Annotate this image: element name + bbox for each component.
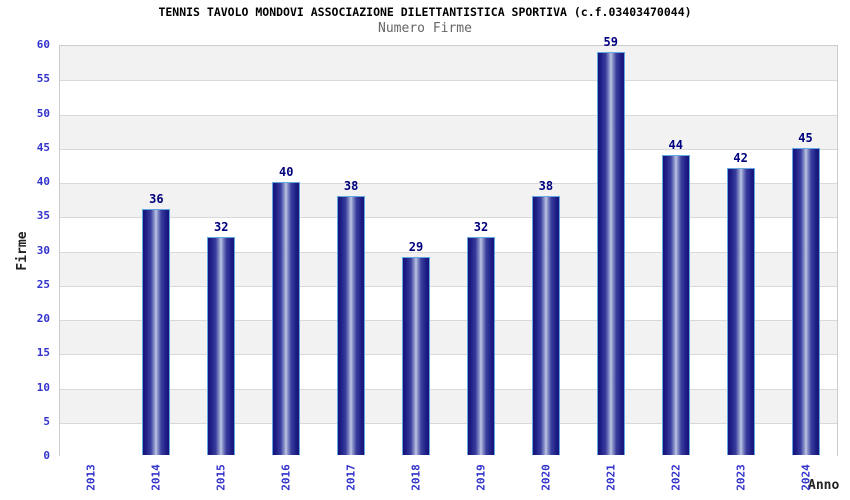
bar-2024: [791, 147, 820, 455]
x-tick-label: 2016: [279, 464, 293, 491]
bar-value-label: 42: [733, 151, 748, 166]
plot-band: [60, 251, 837, 286]
y-tick-label: 30: [36, 243, 50, 257]
x-tick-label: 2020: [539, 464, 553, 491]
gridline: [60, 183, 837, 184]
bar-2014: [142, 209, 171, 455]
gridline: [60, 217, 837, 219]
bar-value-label: 32: [214, 219, 229, 234]
bar-2018: [402, 257, 431, 455]
plot-band: [60, 388, 837, 423]
y-tick-label: 25: [36, 277, 50, 291]
plot-band: [60, 354, 837, 389]
x-tick-label: 2019: [474, 464, 488, 491]
bar-2021: [596, 51, 625, 455]
y-tick-label: 5: [43, 414, 50, 428]
x-tick-label: 2014: [149, 464, 163, 491]
gridline: [60, 148, 837, 150]
gridline: [60, 251, 837, 253]
bar-2020: [531, 195, 560, 455]
bar-value-label: 36: [149, 192, 164, 207]
plot-band: [60, 422, 837, 457]
y-tick-label: 40: [36, 175, 50, 188]
bar-value-label: 59: [603, 34, 618, 49]
y-tick-label: 10: [36, 380, 50, 394]
y-tick-label: 0: [43, 449, 50, 462]
bar-value-label: 38: [538, 178, 554, 193]
y-tick-label: 50: [36, 106, 50, 120]
y-tick-label: 60: [36, 38, 50, 51]
bar-value-label: 32: [473, 219, 489, 234]
gridline: [60, 354, 837, 356]
plot-band: [60, 46, 837, 81]
bar-value-label: 29: [408, 240, 424, 255]
gridline: [60, 422, 837, 424]
y-tick-label: 35: [36, 209, 50, 223]
x-tick-label: 2013: [84, 464, 98, 491]
x-tick-label: 2022: [669, 464, 683, 491]
y-tick-label: 15: [36, 346, 50, 360]
chart-subtitle: Numero Firme: [378, 21, 472, 36]
bar-2015: [207, 236, 236, 455]
bar-value-label: 38: [343, 178, 359, 193]
gridline: [60, 80, 837, 82]
plot-band: [60, 285, 837, 320]
bar-2017: [337, 195, 366, 455]
gridline: [60, 320, 837, 321]
x-tick-label: 2023: [734, 464, 748, 491]
y-tick-label: 20: [36, 312, 50, 325]
bar-2016: [272, 182, 301, 455]
x-tick-label: 2021: [604, 464, 618, 491]
chart-title: TENNIS TAVOLO MONDOVI ASSOCIAZIONE DILET…: [158, 5, 692, 19]
y-tick-label: 55: [36, 72, 50, 86]
plot-band: [60, 114, 837, 149]
plot-band: [60, 80, 837, 115]
x-tick-label: 2017: [344, 464, 358, 491]
plot-band: [60, 320, 837, 355]
y-tick-label: 45: [36, 140, 50, 154]
gridline: [60, 388, 837, 390]
x-tick-label: 2018: [409, 464, 423, 491]
plot-band: [60, 183, 837, 218]
plot-band: [60, 217, 837, 252]
plot-band: [60, 148, 837, 183]
gridline: [60, 285, 837, 287]
x-tick-label: 2024: [799, 464, 813, 491]
gridline: [60, 114, 837, 116]
bar-value-label: 44: [668, 137, 683, 152]
plot-area: [59, 45, 838, 457]
bar-value-label: 45: [798, 130, 813, 145]
x-axis-title: Anno: [808, 478, 840, 493]
x-tick-label: 2015: [214, 464, 228, 491]
bar-2022: [661, 154, 690, 455]
bar-value-label: 40: [278, 165, 294, 179]
bar-2023: [726, 168, 755, 455]
bar-2019: [466, 236, 495, 455]
